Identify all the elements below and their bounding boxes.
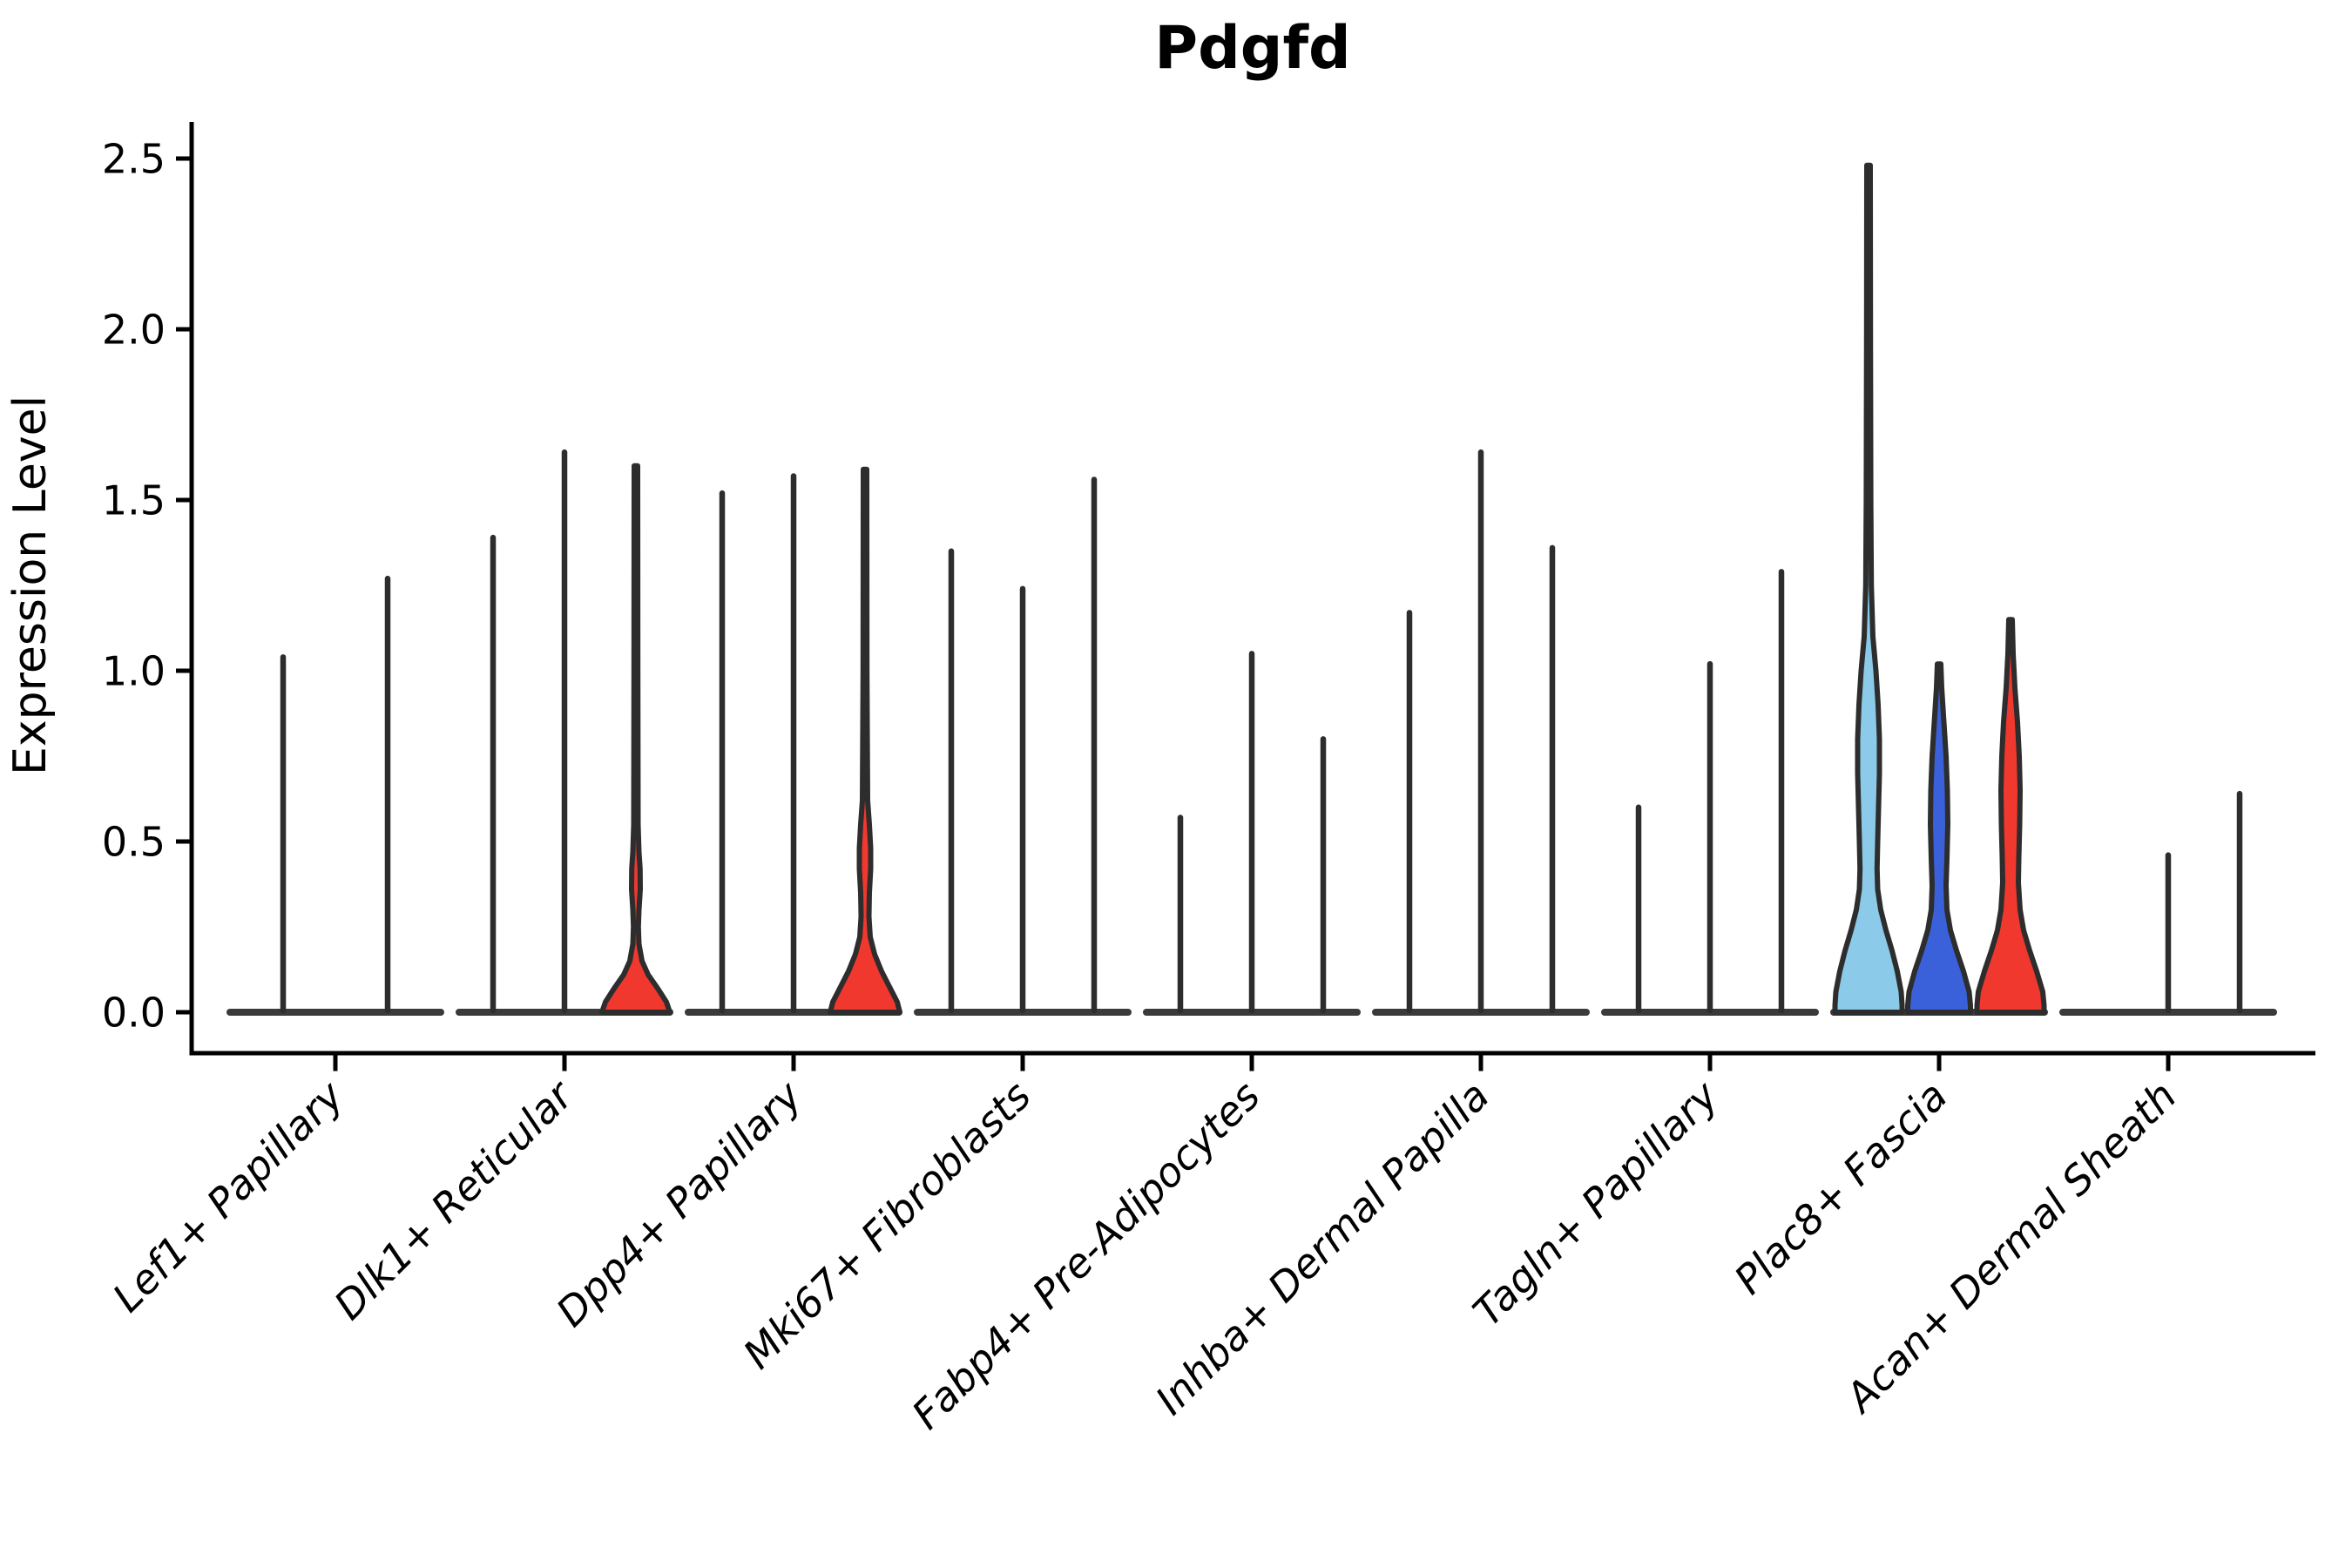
y-tick-label-1.5: 1.5 — [102, 477, 166, 524]
axes: 0.0 0.5 1.0 1.5 2.0 2.5 — [102, 122, 2315, 1071]
violin-1-2 — [599, 463, 672, 1015]
x-tick-label-2: Dpp4+ Papillary — [547, 1071, 811, 1335]
x-tick-label-6: Tagln+ Papillary — [1463, 1071, 1727, 1335]
y-axis-label: Expression Level — [4, 395, 57, 775]
y-tick-label-1.0: 1.0 — [102, 648, 166, 695]
y-tick-label-2.5: 2.5 — [102, 136, 166, 183]
x-tick-label-1: Dlk1+ Reticular — [325, 1070, 584, 1328]
violin-7-2 — [1974, 617, 2047, 1015]
y-tick-label-0.5: 0.5 — [102, 819, 166, 866]
chart-title: Pdgfd — [1154, 14, 1350, 83]
y-tick-label-0.0: 0.0 — [102, 990, 166, 1037]
y-tick-label-2.0: 2.0 — [102, 307, 166, 354]
violin-2-2 — [828, 466, 902, 1015]
violin-7-0 — [1832, 162, 1905, 1015]
violins — [226, 162, 2277, 1016]
x-tick-label-7: Plac8+ Fascia — [1725, 1072, 1956, 1303]
violin-7-1 — [1905, 661, 1973, 1015]
x-tick-label-0: Lef1+ Papillary — [104, 1071, 353, 1321]
